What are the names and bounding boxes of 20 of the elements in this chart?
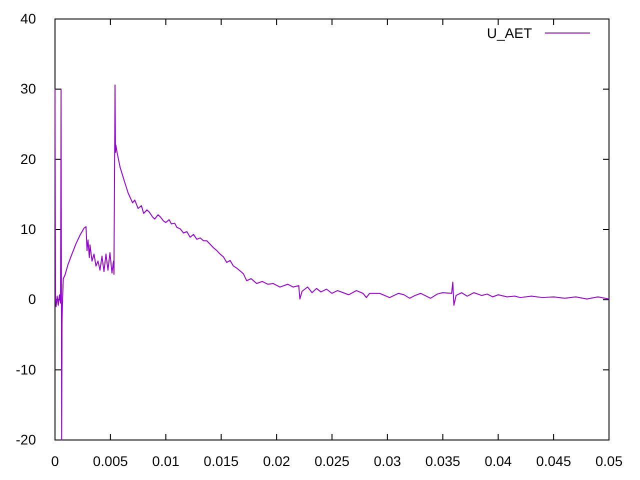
x-tick-label: 0	[51, 452, 60, 469]
x-tick-label: 0.005	[92, 452, 128, 469]
y-tick-label: -20	[16, 431, 36, 448]
x-tick-label: 0.04	[484, 452, 512, 469]
x-tick-label: 0.03	[374, 452, 402, 469]
x-tick-label: 0.01	[152, 452, 180, 469]
y-tick-label: 0	[28, 291, 36, 308]
x-tick-label: 0.025	[314, 452, 350, 469]
x-tick-label: 0.045	[536, 452, 572, 469]
x-tick-label: 0.05	[595, 452, 623, 469]
y-tick-label: 40	[20, 10, 36, 26]
y-tick-label: 10	[20, 220, 36, 237]
line-series	[54, 84, 610, 440]
y-tick-label: 20	[20, 150, 36, 167]
legend-label: U_AET	[486, 24, 532, 41]
x-tick-label: 0.035	[425, 452, 461, 469]
y-tick-label: 30	[20, 80, 36, 97]
x-tick-label: 0.015	[204, 452, 239, 469]
y-tick-label: -10	[16, 361, 36, 378]
x-tick-label: 0.02	[262, 452, 290, 469]
